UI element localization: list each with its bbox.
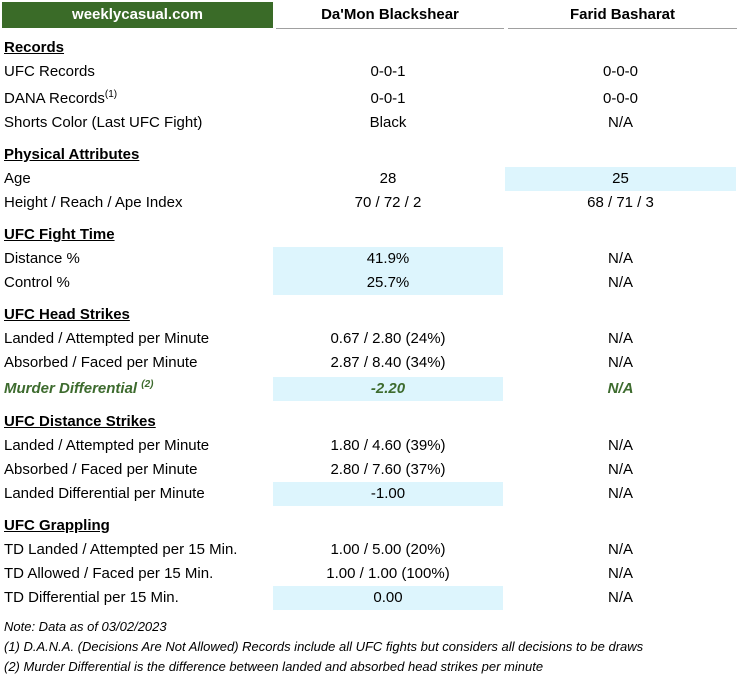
row-label: Landed Differential per Minute xyxy=(4,485,205,502)
fighter-2-value: N/A xyxy=(607,250,633,267)
fighter-1-value: 1.00 / 5.00 (20%) xyxy=(330,541,446,558)
section-title: Records xyxy=(4,39,65,56)
row-label: Distance % xyxy=(4,250,80,267)
fighter-2-value: N/A xyxy=(607,589,633,606)
fighter-2-value: N/A xyxy=(607,437,633,454)
row-label: Age xyxy=(4,170,31,187)
fighter-2-value: 0-0-0 xyxy=(602,90,639,107)
fighter-1-value: Black xyxy=(369,114,407,131)
table-row-head-absorbed: Absorbed / Faced per Minute 2.87 / 8.40 … xyxy=(0,351,737,375)
fighter-1-value: 2.80 / 7.60 (37%) xyxy=(330,461,446,478)
row-label: TD Landed / Attempted per 15 Min. xyxy=(4,541,238,558)
table-row-murder-differential: Murder Differential (2) -2.20 N/A xyxy=(0,377,737,401)
section-title: UFC Grappling xyxy=(4,517,110,534)
fighter-1-header: Da'Mon Blackshear xyxy=(276,2,504,29)
row-label: Absorbed / Faced per Minute xyxy=(4,354,198,371)
table-row-distance-landed: Landed / Attempted per Minute 1.80 / 4.6… xyxy=(0,434,737,458)
note-data-date: Note: Data as of 03/02/2023 xyxy=(4,619,167,634)
site-brand-banner: weeklycasual.com xyxy=(2,2,273,28)
table-row-control: Control % 25.7% N/A xyxy=(0,271,737,295)
footnote-marker: (1) xyxy=(104,89,118,100)
footnote-marker: (2) xyxy=(141,379,154,390)
fighter-2-value: N/A xyxy=(607,330,633,347)
row-label: TD Allowed / Faced per 15 Min. xyxy=(4,565,214,582)
fighter-1-value: 25.7% xyxy=(273,271,503,295)
table-row-distance-absorbed: Absorbed / Faced per Minute 2.80 / 7.60 … xyxy=(0,458,737,482)
table-row-td-landed: TD Landed / Attempted per 15 Min. 1.00 /… xyxy=(0,538,737,562)
table-row-landed-differential: Landed Differential per Minute -1.00 N/A xyxy=(0,482,737,506)
fighter-2-value: N/A xyxy=(607,354,633,371)
table-row-td-allowed: TD Allowed / Faced per 15 Min. 1.00 / 1.… xyxy=(0,562,737,586)
row-label: Shorts Color (Last UFC Fight) xyxy=(4,114,203,131)
row-label: UFC Records xyxy=(4,63,95,80)
fighter-1-value: 1.80 / 4.60 (39%) xyxy=(330,437,446,454)
row-label: TD Differential per 15 Min. xyxy=(4,589,179,606)
table-row-ufc-records: UFC Records 0-0-1 0-0-0 xyxy=(0,60,737,84)
row-label-text: DANA Records xyxy=(4,90,105,107)
table-row-dana-records: DANA Records(1) 0-0-1 0-0-0 xyxy=(0,87,737,111)
row-label: Landed / Attempted per Minute xyxy=(4,437,210,454)
fighter-1-value: 0-0-1 xyxy=(370,90,406,107)
section-distance-strikes: UFC Distance Strikes xyxy=(0,410,737,434)
fighter-2-value: N/A xyxy=(607,461,633,478)
section-records: Records xyxy=(0,36,737,60)
fighter-1-value: 28 xyxy=(379,170,397,187)
fighter-2-value: 0-0-0 xyxy=(602,63,639,80)
section-grappling: UFC Grappling xyxy=(0,514,737,538)
fighter-1-value: 2.87 / 8.40 (34%) xyxy=(330,354,446,371)
fighter-1-value: 41.9% xyxy=(273,247,503,271)
fighter-1-value: 0-0-1 xyxy=(370,63,406,80)
fighter-1-value: 70 / 72 / 2 xyxy=(354,194,422,211)
row-label: Murder Differential (2) xyxy=(4,377,153,401)
fighter-2-header: Farid Basharat xyxy=(508,2,737,29)
fighter-1-value: 0.67 / 2.80 (24%) xyxy=(330,330,446,347)
section-title: UFC Distance Strikes xyxy=(4,413,156,430)
section-head-strikes: UFC Head Strikes xyxy=(0,303,737,327)
fighter-2-value: N/A xyxy=(607,541,633,558)
fighter-2-value: N/A xyxy=(607,485,633,502)
section-title: UFC Head Strikes xyxy=(4,306,130,323)
fighter-2-value: N/A xyxy=(607,565,633,582)
section-physical-attributes: Physical Attributes xyxy=(0,143,737,167)
fighter-1-value: -1.00 xyxy=(273,482,503,506)
table-row-distance: Distance % 41.9% N/A xyxy=(0,247,737,271)
row-label: Absorbed / Faced per Minute xyxy=(4,461,198,478)
fighter-2-value: N/A xyxy=(607,274,633,291)
fighter-2-value: N/A xyxy=(607,114,633,131)
footnote-2: (2) Murder Differential is the differenc… xyxy=(4,659,544,674)
section-title: UFC Fight Time xyxy=(4,226,115,243)
row-label: Control % xyxy=(4,274,70,291)
row-label: DANA Records(1) xyxy=(4,87,117,111)
table-row-td-differential: TD Differential per 15 Min. 0.00 N/A xyxy=(0,586,737,610)
table-row-shorts-color: Shorts Color (Last UFC Fight) Black N/A xyxy=(0,111,737,135)
row-label: Landed / Attempted per Minute xyxy=(4,330,210,347)
footnote-1: (1) D.A.N.A. (Decisions Are Not Allowed)… xyxy=(4,639,644,654)
section-title: Physical Attributes xyxy=(4,146,140,163)
table-row-head-landed: Landed / Attempted per Minute 0.67 / 2.8… xyxy=(0,327,737,351)
table-row-age: Age 28 25 xyxy=(0,167,737,191)
fighter-1-value: 1.00 / 1.00 (100%) xyxy=(326,565,450,582)
row-label-text: Murder Differential xyxy=(4,380,142,397)
fighter-1-value: 0.00 xyxy=(273,586,503,610)
fighter-2-value: N/A xyxy=(607,380,634,397)
fighter-1-value: -2.20 xyxy=(273,377,503,401)
fighter-2-value: 25 xyxy=(505,167,736,191)
row-label: Height / Reach / Ape Index xyxy=(4,194,183,211)
fighter-2-value: 68 / 71 / 3 xyxy=(587,194,654,211)
section-fight-time: UFC Fight Time xyxy=(0,223,737,247)
table-row-height-reach: Height / Reach / Ape Index 70 / 72 / 2 6… xyxy=(0,191,737,215)
